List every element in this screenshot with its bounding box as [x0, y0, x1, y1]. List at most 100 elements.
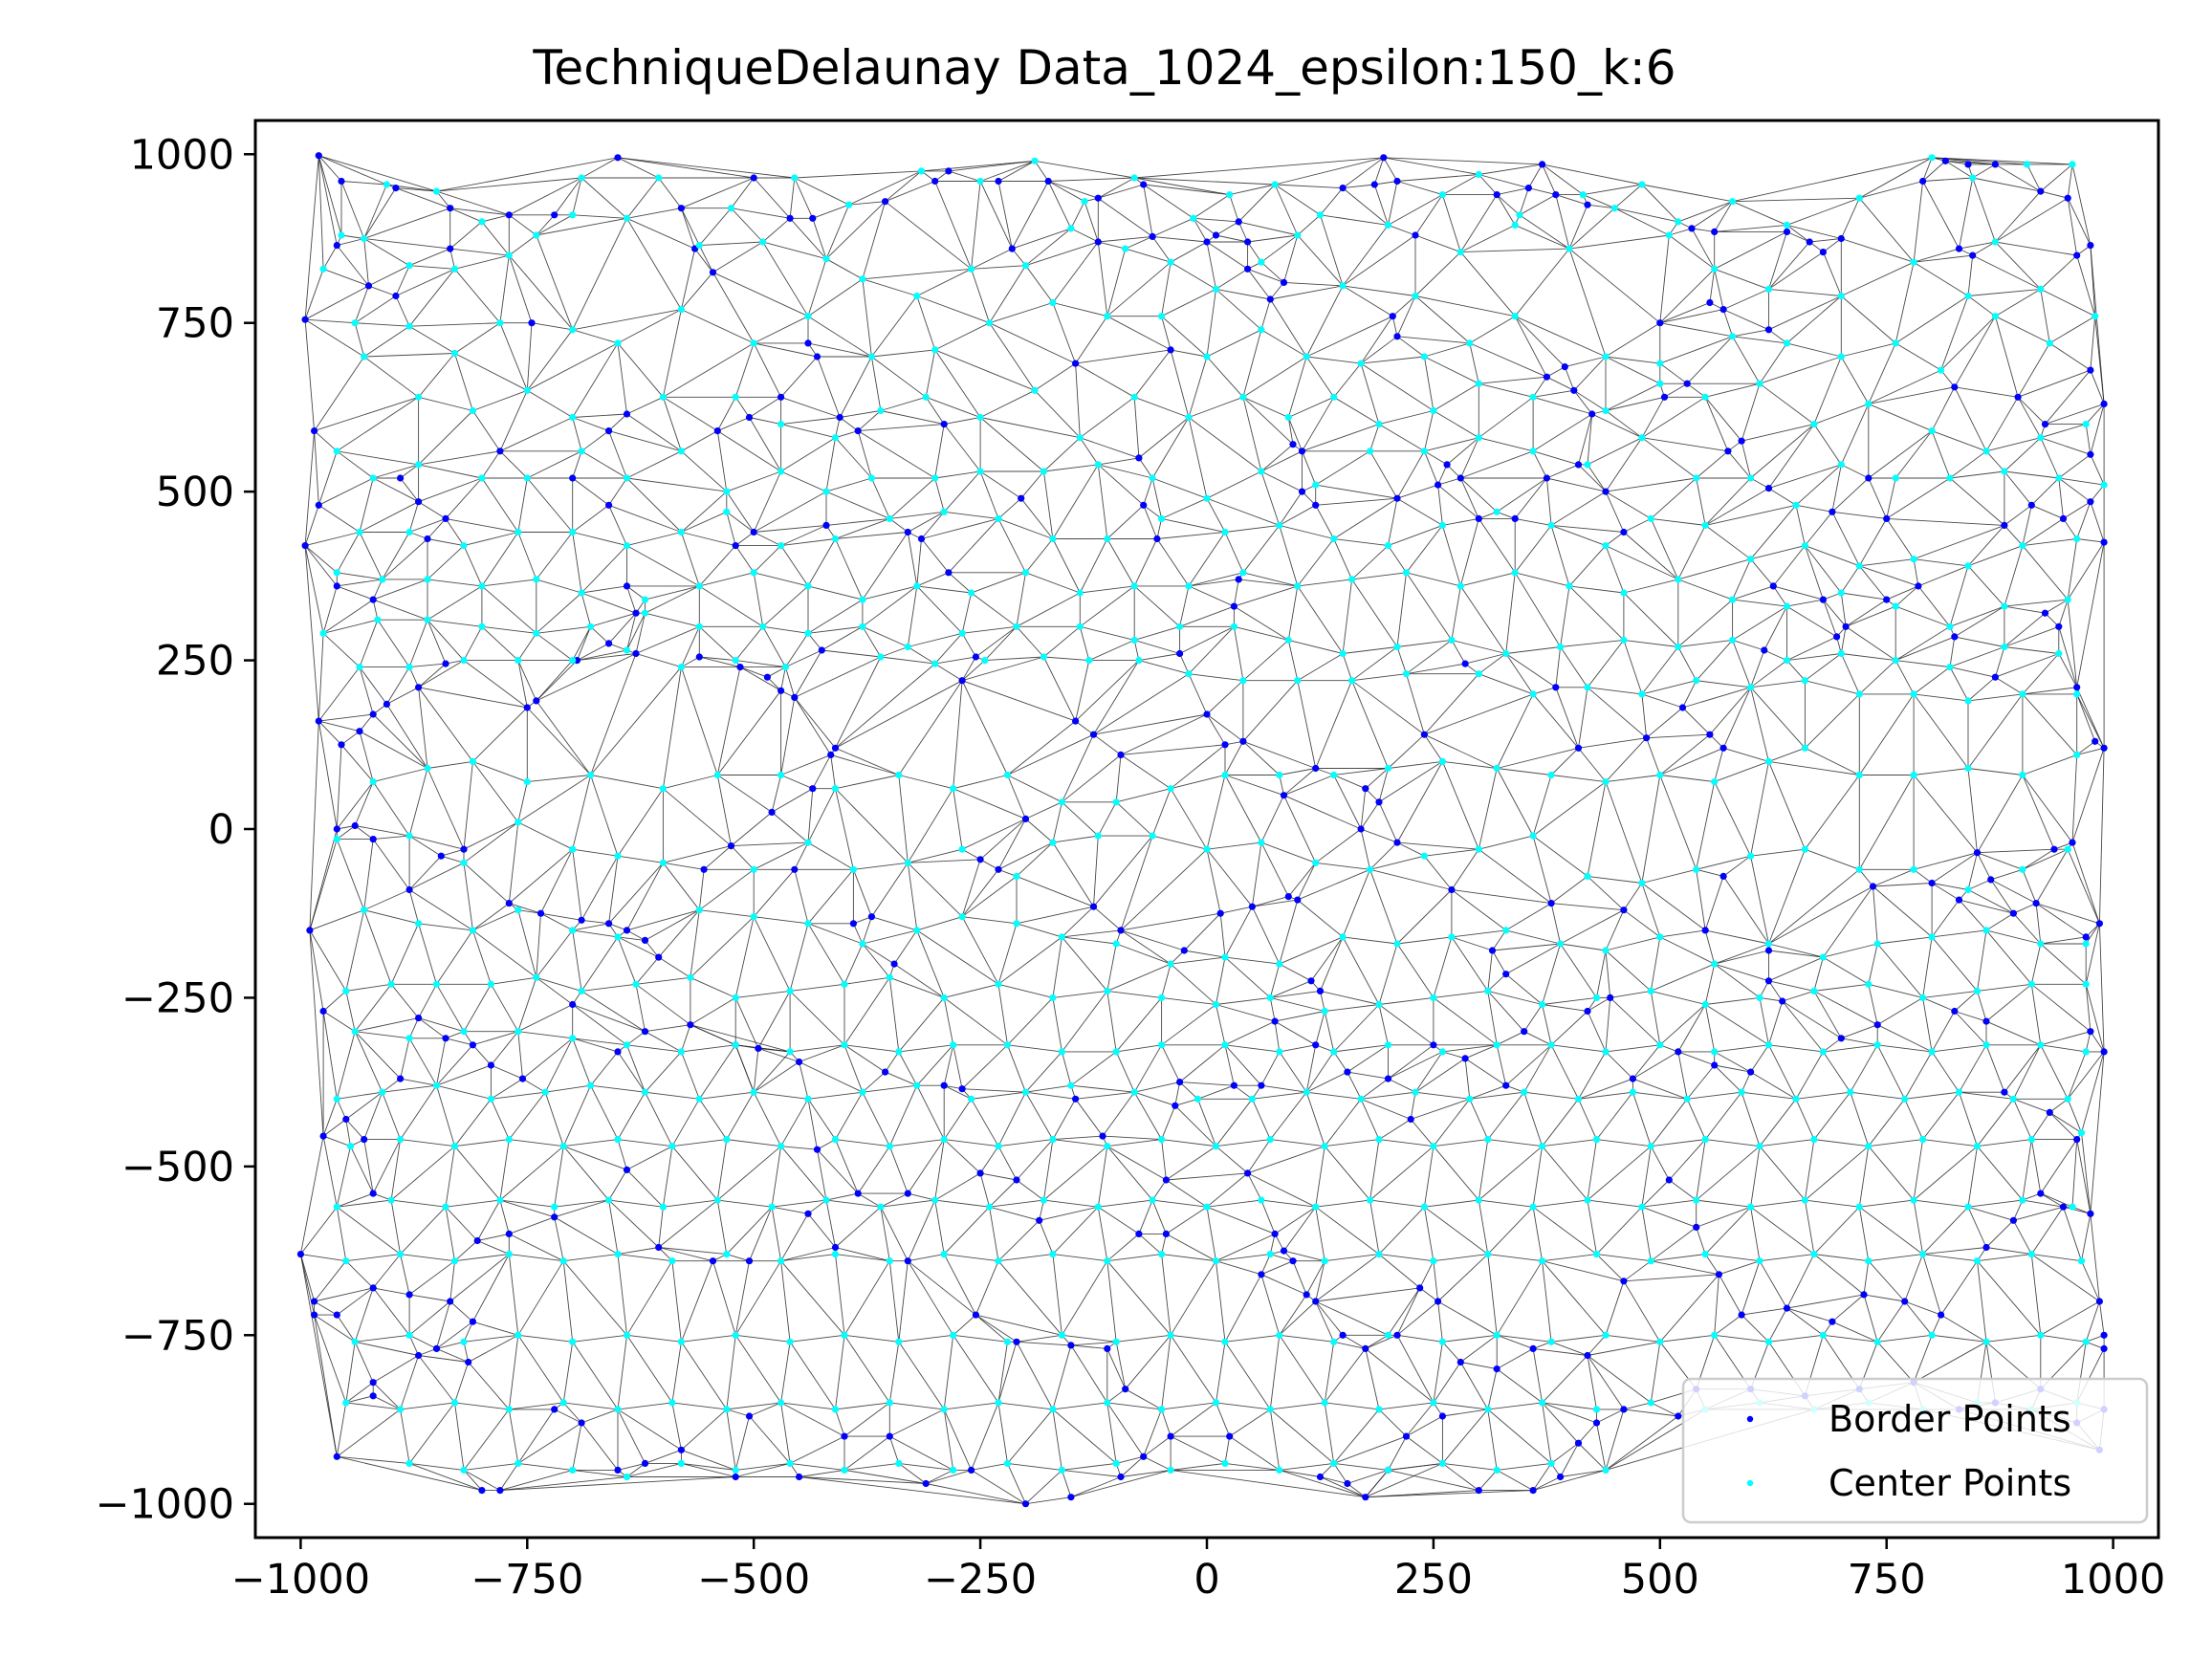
border-point: [1221, 741, 1229, 749]
triangulation-edge: [1080, 396, 1135, 439]
triangulation-edge: [617, 1139, 672, 1147]
triangulation-edge: [499, 1199, 555, 1208]
triangulation-edge: [1143, 1455, 1172, 1471]
triangulation-edge: [300, 1206, 338, 1255]
border-point: [1312, 501, 1320, 509]
triangulation-edge: [1605, 997, 1611, 1052]
center-point: [1412, 292, 1419, 300]
triangulation-edge: [1568, 545, 1607, 587]
center-point: [551, 1203, 558, 1211]
triangulation-edge: [1959, 241, 1996, 250]
center-point: [1529, 690, 1537, 698]
border-point: [333, 1311, 340, 1319]
triangulation-edge: [1714, 1064, 1751, 1073]
triangulation-edge: [572, 1038, 627, 1046]
center-point: [1149, 474, 1156, 482]
triangulation-edge: [322, 268, 369, 287]
triangulation-edge: [477, 1240, 510, 1256]
triangulation-edge: [1505, 646, 1561, 654]
center-point: [614, 933, 622, 941]
triangulation-edge: [577, 653, 637, 662]
triangulation-edge: [1414, 234, 1461, 253]
triangulation-edge: [2004, 646, 2059, 654]
triangulation-edge: [1995, 190, 2042, 243]
triangulation-edge: [862, 585, 917, 601]
center-point: [415, 920, 423, 928]
border-point: [813, 1146, 821, 1153]
triangulation-edge: [888, 1435, 900, 1464]
triangulation-edge: [1433, 410, 1479, 439]
triangulation-edge: [975, 1314, 1062, 1336]
triangulation-edge: [372, 1139, 402, 1194]
triangulation-edge: [318, 721, 338, 830]
border-point: [1172, 1102, 1179, 1109]
triangulation-edge: [2098, 1300, 2105, 1336]
triangulation-edge: [1396, 484, 1438, 499]
triangulation-edge: [395, 268, 455, 296]
triangulation-edge: [1940, 316, 1996, 371]
center-point: [1316, 211, 1325, 219]
triangulation-edge: [908, 1254, 945, 1262]
triangulation-edge: [749, 1415, 791, 1464]
triangulation-edge: [835, 1139, 890, 1147]
triangulation-edge: [1542, 1260, 1625, 1282]
triangulation-edge: [1894, 585, 1919, 607]
border-point: [1761, 646, 1768, 654]
triangulation-edge: [1305, 1260, 1325, 1296]
center-point: [2001, 643, 2008, 651]
triangulation-edge: [1442, 1463, 1479, 1491]
triangulation-edge: [409, 322, 500, 327]
triangulation-edge: [617, 1462, 646, 1471]
triangulation-edge: [1782, 1000, 1842, 1039]
triangulation-edge: [1650, 1146, 1670, 1181]
triangulation-edge: [1714, 224, 1787, 232]
triangulation-edge: [1193, 217, 1239, 223]
triangulation-edge: [843, 1435, 890, 1471]
center-point: [1230, 622, 1237, 630]
triangulation-edge: [526, 477, 574, 533]
triangulation-edge: [1120, 1469, 1172, 1477]
triangulation-edge: [1410, 1092, 1416, 1120]
triangulation-edge: [617, 157, 795, 179]
triangulation-edge: [499, 255, 510, 323]
triangulation-edge: [1075, 720, 1094, 735]
border-point: [791, 693, 799, 702]
triangulation-edge: [1437, 1300, 1498, 1336]
triangulation-edge: [304, 269, 324, 320]
triangulation-edge: [908, 848, 963, 863]
border-point: [1951, 1007, 1959, 1016]
center-point: [1104, 1143, 1111, 1150]
triangulation-edge: [1396, 841, 1479, 850]
triangulation-edge: [1532, 413, 1592, 452]
triangulation-edge: [322, 632, 361, 667]
triangulation-edge: [754, 916, 809, 925]
triangulation-edge: [1116, 1334, 1172, 1343]
center-point: [1412, 1088, 1419, 1096]
triangulation-edge: [926, 396, 981, 418]
triangulation-edge: [1287, 417, 1303, 451]
triangulation-edge: [322, 1135, 351, 1147]
triangulation-edge: [1795, 464, 1842, 506]
center-point: [1384, 764, 1392, 773]
triangulation-edge: [590, 612, 637, 627]
triangulation-edge: [840, 410, 881, 418]
center-point: [1384, 221, 1392, 229]
triangulation-edge: [961, 680, 1008, 775]
triangulation-edge: [1967, 676, 1996, 702]
triangulation-edge: [1659, 362, 1688, 384]
center-point: [777, 771, 785, 779]
triangulation-edge: [1759, 342, 1787, 384]
triangulation-edge: [663, 845, 732, 863]
triangulation-edge: [1623, 1280, 1661, 1343]
triangulation-edge: [1406, 572, 1453, 641]
triangulation-edge: [1279, 1334, 1334, 1343]
triangulation-edge: [1224, 956, 1280, 965]
triangulation-edge: [1343, 646, 1398, 654]
triangulation-edge: [794, 170, 922, 179]
triangulation-edge: [1120, 713, 1208, 755]
triangulation-edge: [961, 633, 976, 658]
triangulation-edge: [1360, 1098, 1412, 1120]
triangulation-edge: [698, 208, 732, 246]
center-point: [1638, 879, 1646, 887]
triangulation-edge: [888, 1146, 909, 1194]
